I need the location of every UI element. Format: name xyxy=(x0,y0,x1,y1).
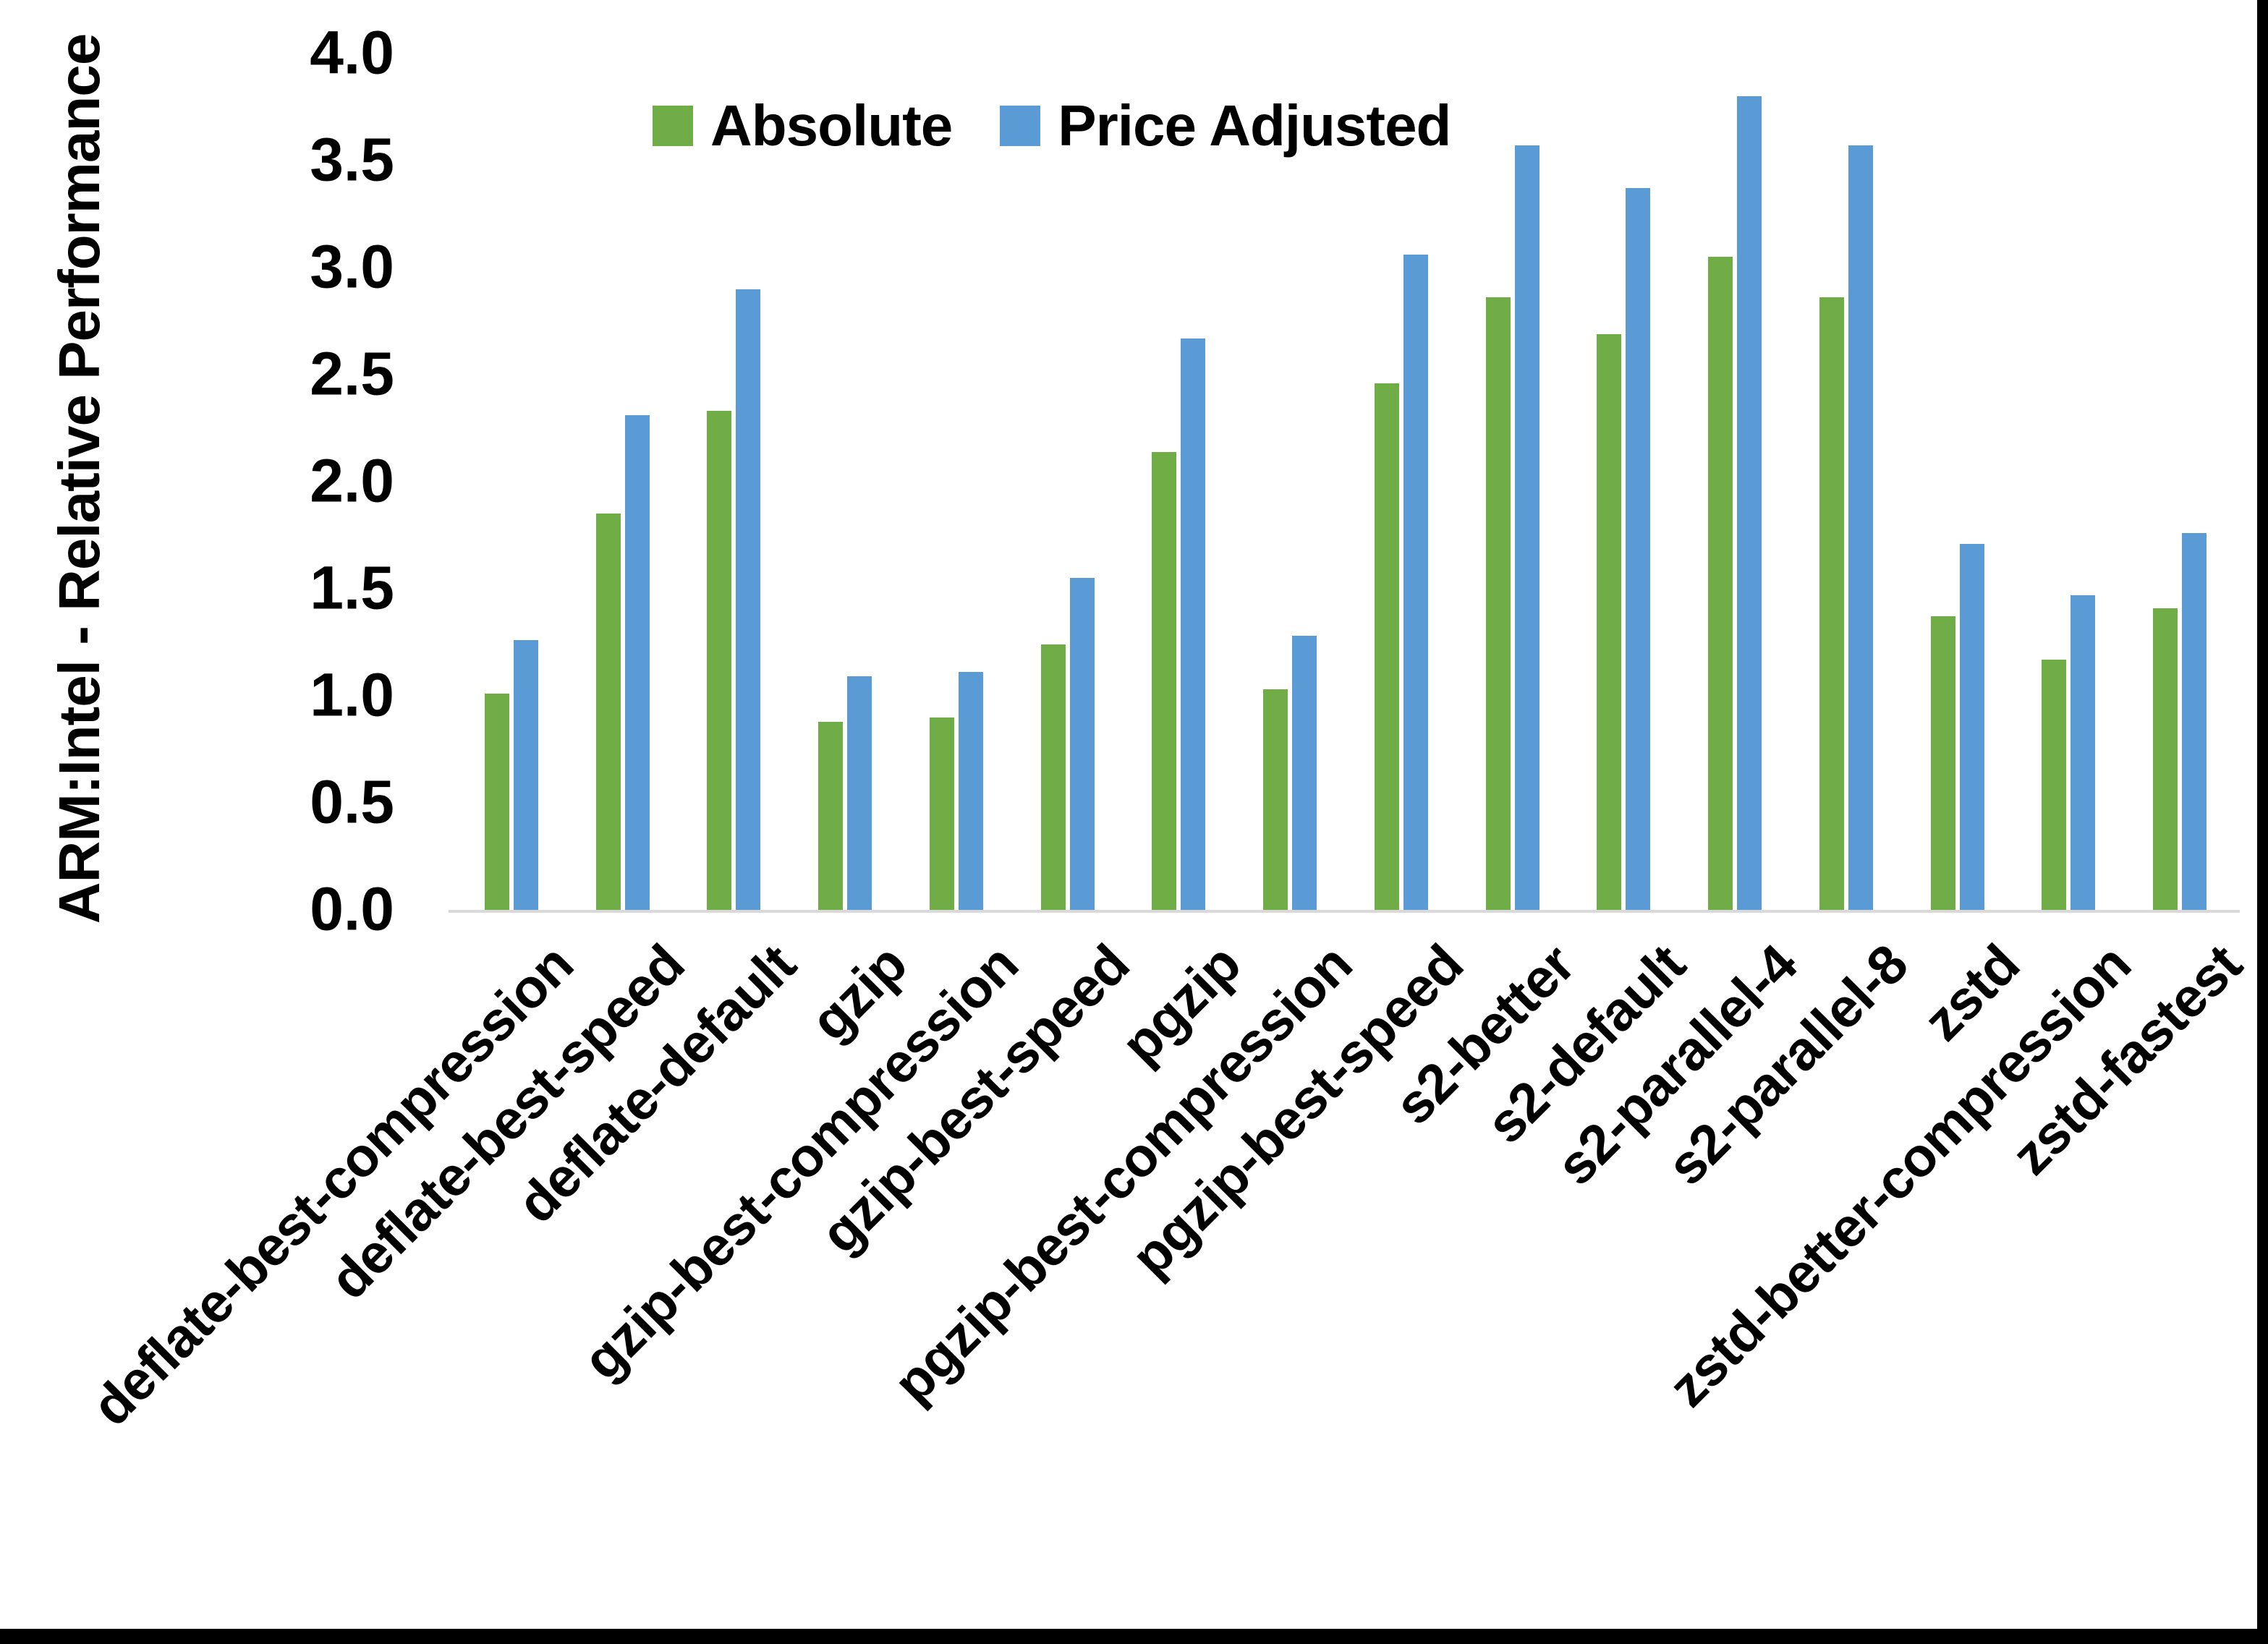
legend-swatch-absolute xyxy=(653,106,693,146)
window-border-right xyxy=(2257,0,2268,1644)
bar-price-adjusted-s2-better xyxy=(1514,145,1539,910)
bar-absolute-zstd-better-compression xyxy=(2042,660,2067,910)
y-axis-tick: 4.0 xyxy=(310,18,394,87)
y-axis-tick: 0.0 xyxy=(310,874,394,943)
bar-price-adjusted-gzip-best-compression xyxy=(958,672,983,910)
x-axis-label-deflate-best-compression: deflate-best-compression xyxy=(80,933,585,1438)
bar-price-adjusted-pgzip xyxy=(1181,338,1206,910)
legend-label-price-adjusted: Price Adjusted xyxy=(1058,93,1451,158)
bar-price-adjusted-s2-default xyxy=(1626,188,1651,910)
legend: Absolute Price Adjusted xyxy=(653,93,1451,159)
y-axis-tick: 0.5 xyxy=(310,767,394,836)
bar-absolute-s2-better xyxy=(1485,297,1511,910)
y-axis-tick: 3.0 xyxy=(310,232,394,301)
y-axis-tick: 2.0 xyxy=(310,446,394,515)
bar-absolute-s2-parallel-8 xyxy=(1819,297,1844,910)
x-axis-line xyxy=(449,910,2240,913)
bar-price-adjusted-s2-parallel-4 xyxy=(1737,96,1762,910)
legend-swatch-price-adjusted xyxy=(1000,106,1041,146)
bar-absolute-pgzip-best-compression xyxy=(1263,689,1288,910)
bar-price-adjusted-gzip xyxy=(847,676,872,910)
bar-absolute-gzip-best-speed xyxy=(1040,644,1066,910)
window-border-bottom xyxy=(0,1629,2268,1644)
bar-absolute-zstd xyxy=(1930,616,1955,910)
bar-price-adjusted-pgzip-best-speed xyxy=(1403,255,1428,910)
bar-absolute-deflate-best-compression xyxy=(484,694,509,910)
bar-price-adjusted-deflate-best-compression xyxy=(513,640,538,910)
bar-absolute-gzip-best-compression xyxy=(929,717,954,910)
y-axis-title: ARM:Intel - Relative Performance xyxy=(47,33,111,924)
legend-item-absolute: Absolute xyxy=(653,93,953,159)
bar-price-adjusted-zstd xyxy=(1959,544,1984,910)
bar-absolute-deflate-default xyxy=(707,411,732,910)
legend-item-price-adjusted: Price Adjusted xyxy=(1000,93,1451,159)
y-axis-tick: 1.5 xyxy=(310,553,394,622)
bar-price-adjusted-zstd-fastest xyxy=(2182,533,2207,910)
bar-price-adjusted-zstd-better-compression xyxy=(2070,595,2096,910)
bar-price-adjusted-deflate-best-speed xyxy=(624,415,650,910)
legend-label-absolute: Absolute xyxy=(710,93,953,158)
y-axis-tick: 1.0 xyxy=(310,660,394,729)
y-axis-tick: 3.5 xyxy=(310,125,394,194)
bar-absolute-pgzip xyxy=(1152,452,1177,910)
bar-price-adjusted-gzip-best-speed xyxy=(1069,578,1095,910)
bar-absolute-zstd-fastest xyxy=(2153,608,2178,910)
bar-absolute-gzip xyxy=(818,722,844,910)
bar-price-adjusted-s2-parallel-8 xyxy=(1848,145,1873,910)
bar-absolute-s2-default xyxy=(1597,334,1622,910)
bar-absolute-s2-parallel-4 xyxy=(1708,257,1733,910)
bar-price-adjusted-pgzip-best-compression xyxy=(1292,636,1317,910)
bar-price-adjusted-deflate-default xyxy=(736,289,761,910)
bar-absolute-pgzip-best-speed xyxy=(1374,383,1399,910)
y-axis-tick: 2.5 xyxy=(310,339,394,408)
bar-absolute-deflate-best-speed xyxy=(595,514,621,910)
